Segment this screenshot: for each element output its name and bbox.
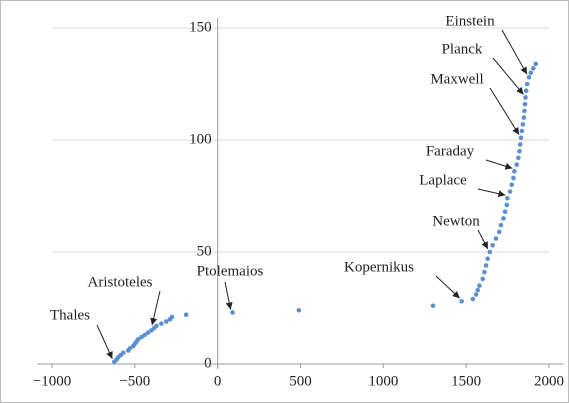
point <box>533 61 539 67</box>
point <box>230 310 235 315</box>
y-tick-label: 100 <box>189 131 212 147</box>
annotation-label: Aristoteles <box>88 274 153 290</box>
point <box>485 256 491 262</box>
annotation-arrow <box>477 229 489 250</box>
point <box>139 334 144 340</box>
x-tick-label: 2000 <box>534 373 564 389</box>
x-tick-label: 0 <box>214 373 222 389</box>
annotation-label: Maxwell <box>430 71 483 87</box>
point <box>135 337 141 342</box>
point <box>430 303 436 309</box>
point <box>523 88 529 94</box>
x-tick-label: 1500 <box>451 373 481 389</box>
annotation-arrow <box>150 290 161 326</box>
point <box>164 319 169 324</box>
point <box>502 209 508 214</box>
point <box>504 202 510 208</box>
annotation-label: Faraday <box>426 143 475 159</box>
point <box>511 175 516 181</box>
point <box>497 229 502 235</box>
point <box>480 276 486 282</box>
point <box>530 66 536 71</box>
point <box>154 323 159 329</box>
annotation-arrow <box>485 159 513 170</box>
x-tick-label: −1000 <box>33 373 71 389</box>
point <box>475 287 481 293</box>
point <box>514 162 519 167</box>
point <box>516 155 521 161</box>
point <box>517 148 522 154</box>
annotation-arrow <box>96 324 113 359</box>
point <box>522 108 527 114</box>
point <box>159 321 164 326</box>
point <box>470 296 476 302</box>
point <box>523 95 528 100</box>
x-tick-label: −500 <box>119 373 150 389</box>
point <box>482 269 487 275</box>
annotation-arrow <box>501 29 528 75</box>
point <box>493 236 499 241</box>
point <box>169 314 175 320</box>
point <box>145 330 151 335</box>
annotation-label: Kopernikus <box>344 259 414 275</box>
point <box>521 115 527 120</box>
annotation-arrow <box>477 188 506 198</box>
point <box>512 169 517 174</box>
y-tick-label: 0 <box>204 355 212 371</box>
annotation-arrow <box>224 281 233 310</box>
point <box>459 298 464 304</box>
point <box>127 346 133 351</box>
annotation-label: Laplace <box>419 172 467 188</box>
point <box>487 249 493 255</box>
point <box>477 283 482 288</box>
annotation-arrow <box>489 87 520 136</box>
point <box>518 135 524 141</box>
point <box>520 122 526 127</box>
point <box>296 307 302 313</box>
annotation-arrow <box>492 57 524 95</box>
point <box>501 216 506 221</box>
point <box>473 292 479 297</box>
annotation-label: Newton <box>432 213 480 229</box>
point <box>183 312 189 318</box>
point <box>524 81 530 87</box>
point <box>517 142 523 147</box>
point <box>490 242 495 248</box>
x-tick-label: 500 <box>289 373 312 389</box>
annotation-label: Planck <box>442 41 483 57</box>
annotation-label: Ptolemaios <box>197 263 264 279</box>
point <box>509 182 515 188</box>
point <box>505 195 510 201</box>
y-tick-label: 150 <box>189 19 212 35</box>
point <box>483 263 489 268</box>
point <box>528 70 534 76</box>
point <box>526 74 532 80</box>
point <box>120 350 126 356</box>
point <box>507 189 513 194</box>
point <box>498 222 504 228</box>
point <box>522 101 528 107</box>
annotation-label: Einstein <box>445 13 495 29</box>
point <box>142 332 148 338</box>
annotation-label: Thales <box>50 307 90 323</box>
x-tick-label: 1000 <box>368 373 398 389</box>
point <box>519 128 525 134</box>
annotation-arrow <box>435 275 461 299</box>
y-tick-label: 50 <box>197 243 212 259</box>
